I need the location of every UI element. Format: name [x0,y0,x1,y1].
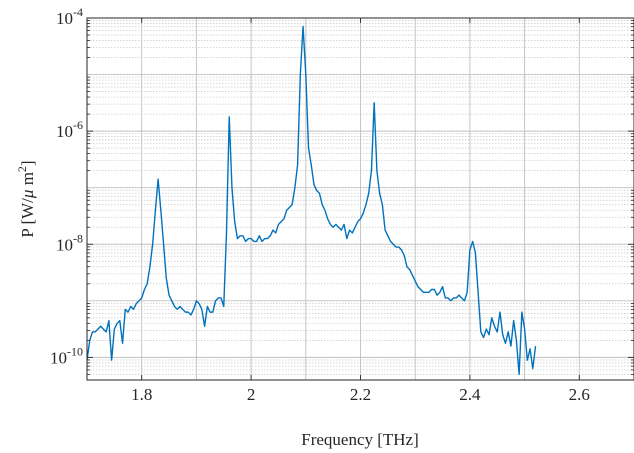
y-axis-label-sup: 2 [15,166,29,172]
y-axis-label-unit: m [18,172,37,189]
y-axis-label-mu: μ [18,190,37,200]
series-line [87,25,537,376]
x-tick-label: 1.8 [131,385,152,404]
series-layer [87,25,537,376]
y-tick-label-exponent: -4 [73,5,83,19]
x-tick-label: 2.6 [569,385,590,404]
y-tick-label-exponent: -10 [67,344,83,358]
y-tick-label: 10-8 [56,231,83,254]
y-tick-label-base: 10 [50,348,67,367]
x-tick-label: 2.2 [350,385,371,404]
y-tick-label: 10-4 [56,5,83,28]
y-tick-label: 10-6 [56,118,83,141]
y-tick-label-exponent: -6 [73,118,83,132]
x-tick-label: 2.4 [459,385,481,404]
y-tick-label-base: 10 [56,9,73,28]
y-tick-label: 10-10 [50,344,83,367]
x-tick-label: 2 [247,385,256,404]
y-tick-label-base: 10 [56,122,73,141]
y-axis-label-main: P [W/ [18,198,37,238]
y-tick-label-exponent: -8 [73,231,83,245]
x-axis-label: Frequency [THz] [301,430,419,449]
y-axis-label-close: ] [18,160,37,166]
x-tick-labels: 1.8 2 2.2 2.4 2.6 [131,385,590,404]
y-tick-label-base: 10 [56,235,73,254]
y-axis-label: P [W/μ m2] [15,160,37,237]
